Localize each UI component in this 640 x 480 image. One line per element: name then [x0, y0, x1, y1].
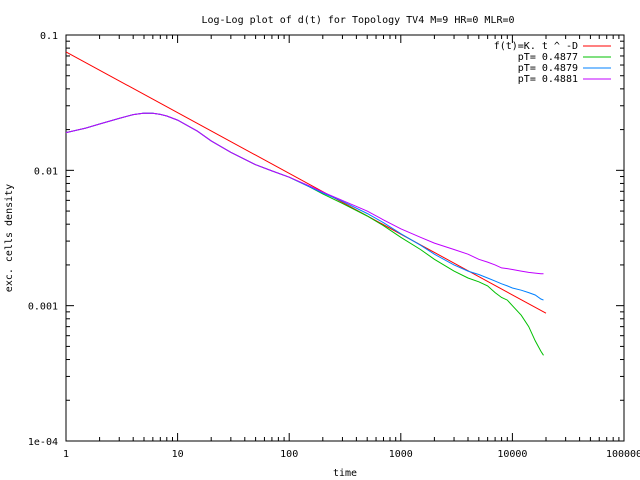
legend-label-3: pT= 0.4879	[518, 63, 578, 74]
x-tick-label: 100000	[606, 449, 640, 460]
chart-title: Log-Log plot of d(t) for Topology TV4 M=…	[201, 15, 514, 26]
x-tick-label: 100	[280, 449, 298, 460]
y-tick-label: 0.01	[34, 166, 58, 177]
x-tick-label: 1000	[389, 449, 413, 460]
legend-label-2: pT= 0.4877	[518, 52, 578, 63]
x-axis-label: time	[333, 468, 357, 479]
y-tick-label: 1e-04	[28, 437, 58, 448]
series-line-4	[65, 112, 544, 275]
axis-ticks: 1 10 100 1000 10000 100000 0.1 0.01 0.001 1e-04	[28, 31, 640, 460]
x-tick-label: 10	[172, 449, 184, 460]
y-tick-label: 0.1	[40, 31, 58, 42]
y-tick-label: 0.001	[28, 302, 58, 313]
x-tick-label: 1	[63, 449, 69, 460]
legend-label-1: f(t)=K. t ^ -D	[494, 41, 578, 52]
legend-label-4: pT= 0.4881	[518, 74, 578, 85]
series-line-2	[65, 112, 544, 356]
series-line-3	[65, 112, 544, 301]
y-axis-label: exc. cells density	[4, 184, 15, 292]
series-lines	[65, 51, 547, 356]
x-tick-label: 10000	[497, 449, 527, 460]
series-line-1	[65, 51, 547, 314]
plot-frame	[65, 34, 625, 442]
